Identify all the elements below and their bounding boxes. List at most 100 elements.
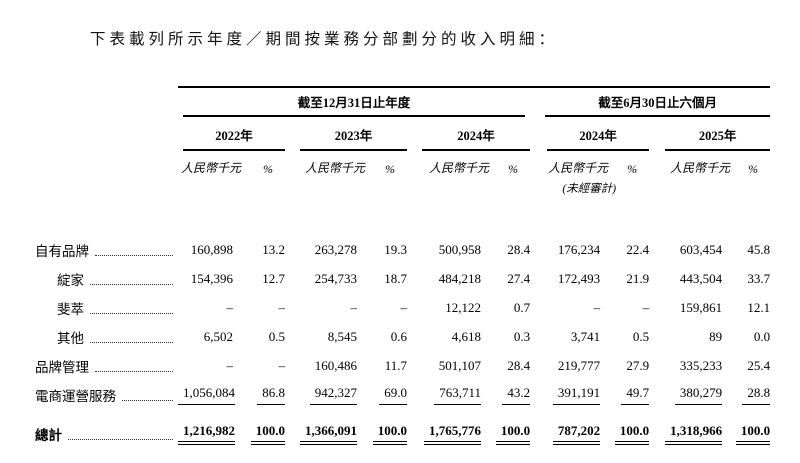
total-percent-cell: 100.0 bbox=[481, 419, 531, 449]
percent-header: % bbox=[385, 162, 395, 176]
amount-cell: 254,733 bbox=[314, 270, 357, 286]
spacer-cell bbox=[600, 179, 770, 199]
percent-cell: 12.1 bbox=[747, 299, 771, 315]
leader-dots bbox=[68, 439, 173, 440]
amount-cell: 335,233 bbox=[679, 357, 723, 373]
row-label: 斐萃 bbox=[57, 301, 84, 317]
percent-cell: 0.5 bbox=[632, 328, 650, 344]
year-header-2023: 2023年 bbox=[285, 117, 407, 151]
percent-cell: 12.7 bbox=[262, 270, 285, 286]
period-group-label: 截至6月30日止六個月 bbox=[598, 96, 717, 110]
row-label: 其他 bbox=[57, 330, 84, 346]
amount-cell: 380,279 bbox=[649, 380, 723, 409]
amount-cell: 603,454 bbox=[679, 241, 723, 257]
percent-cell: 19.3 bbox=[384, 241, 407, 257]
spacer-cell bbox=[35, 179, 530, 199]
total-percent-cell: 100.0 bbox=[600, 419, 650, 449]
amount-cell: 160,486 bbox=[314, 357, 357, 373]
spacer-cell bbox=[35, 409, 770, 419]
amount-cell: 484,218 bbox=[438, 270, 481, 286]
percent-cell: 49.7 bbox=[600, 380, 650, 409]
amount-cell: 501,107 bbox=[438, 357, 481, 373]
table-row-others: 其他 6,502 0.5 8,545 0.6 4,618 0.3 3,741 0… bbox=[35, 322, 770, 351]
amount-cell: 500,958 bbox=[438, 241, 481, 257]
amount-cell: 391,191 bbox=[530, 380, 601, 409]
leader-dots bbox=[90, 312, 173, 314]
year-header-2024: 2024年 bbox=[407, 117, 531, 151]
year-header-2025-interim: 2025年 bbox=[649, 117, 771, 151]
percent-cell: 25.4 bbox=[747, 357, 771, 373]
amount-cell: 219,777 bbox=[557, 357, 601, 373]
percent-cell: 0.7 bbox=[513, 299, 531, 315]
amount-cell: 763,711 bbox=[407, 380, 481, 409]
percent-cell: 0.6 bbox=[390, 328, 407, 344]
leader-dots bbox=[90, 283, 173, 285]
period-group-row: 截至12月31日止年度 截至6月30日止六個月 bbox=[35, 86, 771, 117]
amount-cell: 942,327 bbox=[285, 380, 357, 409]
spacer-cell bbox=[35, 199, 770, 235]
percent-cell: 27.9 bbox=[626, 357, 650, 373]
amount-cell: 176,234 bbox=[557, 241, 601, 257]
amount-cell: – bbox=[226, 299, 234, 315]
percent-cell: 18.7 bbox=[384, 270, 407, 286]
table-row-feicui: 斐萃 – – – – 12,122 0.7 – – 159,861 12.1 bbox=[35, 293, 770, 322]
amount-cell: – bbox=[226, 357, 234, 373]
spacer-cell bbox=[35, 117, 178, 151]
percent-header: % bbox=[748, 162, 759, 176]
percent-cell: 0.0 bbox=[753, 328, 771, 344]
percent-cell: 33.7 bbox=[747, 270, 771, 286]
period-group-label: 截至12月31日止年度 bbox=[297, 96, 411, 110]
unit-header: 人民幣千元 bbox=[428, 161, 489, 175]
amount-cell: 3,741 bbox=[570, 328, 601, 344]
amount-cell: 6,502 bbox=[203, 328, 233, 344]
percent-header: % bbox=[263, 162, 273, 176]
spacer-cell bbox=[35, 151, 178, 179]
percent-cell: 0.5 bbox=[268, 328, 285, 344]
total-percent-cell: 100.0 bbox=[722, 419, 771, 449]
percent-cell: 21.9 bbox=[626, 270, 650, 286]
unit-header: 人民幣千元 bbox=[180, 161, 241, 175]
amount-cell: 172,493 bbox=[557, 270, 601, 286]
table-row-total: 總計 1,216,982 100.0 1,366,091 100.0 1,765… bbox=[35, 419, 771, 449]
table-row-own-brands: 自有品牌 160,898 13.2 263,278 19.3 500,958 2… bbox=[35, 235, 770, 264]
total-amount-cell: 787,202 bbox=[530, 419, 601, 449]
percent-cell: 22.4 bbox=[626, 241, 650, 257]
total-percent-cell: 100.0 bbox=[233, 419, 285, 449]
table-row-ecommerce-services: 電商運營服務 1,056,084 86.8 942,327 69.0 763,7… bbox=[35, 380, 771, 409]
amount-cell: 1,056,084 bbox=[178, 380, 235, 409]
percent-cell: 45.8 bbox=[747, 241, 771, 257]
leader-dots bbox=[90, 341, 173, 343]
percent-cell: 13.2 bbox=[262, 241, 285, 257]
unaudited-note-row: (未經審計) bbox=[35, 179, 770, 199]
percent-cell: – bbox=[400, 299, 408, 315]
row-label: 電商運營服務 bbox=[35, 388, 116, 404]
percent-cell: 28.8 bbox=[722, 380, 771, 409]
unit-header-row: 人民幣千元 % 人民幣千元 % 人民幣千元 % 人民幣千元 % 人民幣千元 % bbox=[35, 151, 770, 179]
total-amount-cell: 1,216,982 bbox=[178, 419, 235, 449]
amount-cell: 160,898 bbox=[190, 241, 233, 257]
amount-cell: 263,278 bbox=[314, 241, 357, 257]
table-row-lycocelle: 綻家 154,396 12.7 254,733 18.7 484,218 27.… bbox=[35, 264, 770, 293]
total-percent-cell: 100.0 bbox=[357, 419, 407, 449]
unaudited-note: (未經審計) bbox=[562, 183, 617, 195]
year-header-row: 2022年 2023年 2024年 2024年 2025年 bbox=[35, 117, 771, 151]
percent-cell: 11.7 bbox=[384, 357, 407, 373]
amount-cell: 154,396 bbox=[190, 270, 233, 286]
percent-cell: 69.0 bbox=[357, 380, 407, 409]
leader-dots bbox=[95, 370, 173, 372]
total-amount-cell: 1,765,776 bbox=[407, 419, 481, 449]
amount-cell: 159,861 bbox=[679, 299, 723, 315]
row-label: 品牌管理 bbox=[35, 359, 89, 375]
amount-cell: 8,545 bbox=[327, 328, 357, 344]
percent-cell: 28.4 bbox=[507, 357, 531, 373]
year-header-2022: 2022年 bbox=[178, 117, 285, 151]
percent-cell: – bbox=[642, 299, 650, 315]
page-title: 下表載列所示年度／期間按業務分部劃分的收入明細： bbox=[90, 31, 559, 48]
percent-cell: – bbox=[278, 299, 286, 315]
total-label: 總計 bbox=[35, 428, 62, 443]
amount-cell: – bbox=[350, 299, 358, 315]
percent-header: % bbox=[508, 162, 519, 176]
amount-cell: 4,618 bbox=[451, 328, 481, 344]
amount-cell: 89 bbox=[709, 328, 723, 344]
